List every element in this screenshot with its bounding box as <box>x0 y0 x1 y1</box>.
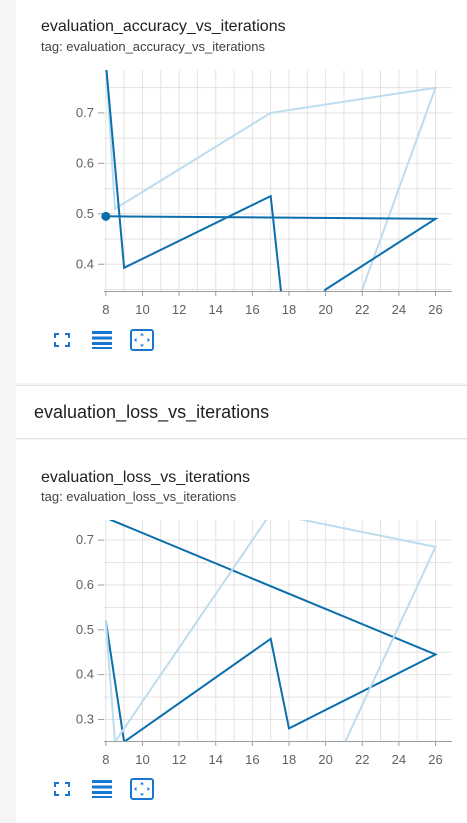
fullscreen-icon[interactable] <box>50 329 74 351</box>
x-tick-label: 12 <box>172 752 186 767</box>
y-tick-label: 0.4 <box>76 667 94 682</box>
chart-title: evaluation_accuracy_vs_iterations <box>41 18 286 35</box>
y-tick-label: 0.3 <box>76 711 94 726</box>
toggle-log-scale-icon[interactable] <box>90 329 114 351</box>
fit-domain-icon[interactable] <box>130 329 154 351</box>
y-tick-label: 0.5 <box>76 206 94 221</box>
smoothed-series-line <box>104 520 438 741</box>
chart-card-loss: evaluation_loss_vs_iterations tag: evalu… <box>16 440 467 823</box>
smoothed-series-line <box>105 70 439 291</box>
series-group <box>105 70 439 291</box>
x-tick-label: 10 <box>135 752 149 767</box>
x-tick-label: 20 <box>318 752 332 767</box>
x-tick-label: 26 <box>428 752 442 767</box>
y-tick-label: 0.7 <box>76 532 94 547</box>
x-tick-label: 14 <box>208 302 222 317</box>
fullscreen-icon[interactable] <box>50 778 74 800</box>
x-tick-label: 24 <box>392 752 406 767</box>
series-group <box>104 520 438 741</box>
x-tick-label: 16 <box>245 752 259 767</box>
x-tick-label: 26 <box>428 302 442 317</box>
chart-1: 0.3 0.4 0.5 0.6 0.7 8 10 12 14 16 18 20 22 24 26 <box>76 520 452 767</box>
x-tick-label: 20 <box>318 302 332 317</box>
x-tick-label: 24 <box>392 302 406 317</box>
x-tick-label: 12 <box>172 302 186 317</box>
data-point-marker <box>101 211 111 221</box>
x-tick-label: 18 <box>282 752 296 767</box>
y-tick-label: 0.6 <box>76 155 94 170</box>
y-tick-label: 0.7 <box>76 105 94 120</box>
section-title: evaluation_loss_vs_iterations <box>34 402 270 422</box>
x-tick-label: 18 <box>282 302 296 317</box>
chart-0: 0.4 0.5 0.6 0.7 8 10 12 14 16 18 20 22 24 26 <box>76 70 452 317</box>
chart-tag: tag: evaluation_accuracy_vs_iterations <box>41 39 266 54</box>
y-tick-label: 0.5 <box>76 622 94 637</box>
x-tick-label: 8 <box>102 752 109 767</box>
raw-series-line <box>104 520 437 741</box>
chart-title: evaluation_loss_vs_iterations <box>41 469 251 486</box>
toggle-log-scale-icon[interactable] <box>90 778 114 800</box>
x-tick-label: 22 <box>355 302 369 317</box>
raw-series-line <box>105 70 438 291</box>
fit-domain-icon[interactable] <box>130 778 154 800</box>
x-tick-label: 10 <box>135 302 149 317</box>
x-tick-label: 22 <box>355 752 369 767</box>
x-tick-label: 8 <box>102 302 109 317</box>
y-tick-label: 0.6 <box>76 577 94 592</box>
x-tick-label: 16 <box>245 302 259 317</box>
chart-tag: tag: evaluation_loss_vs_iterations <box>41 489 237 504</box>
x-tick-label: 14 <box>208 752 222 767</box>
chart-card-accuracy: evaluation_accuracy_vs_iterations tag: e… <box>16 0 467 383</box>
section-header[interactable]: evaluation_loss_vs_iterations <box>16 385 467 439</box>
y-tick-label: 0.4 <box>76 256 94 271</box>
